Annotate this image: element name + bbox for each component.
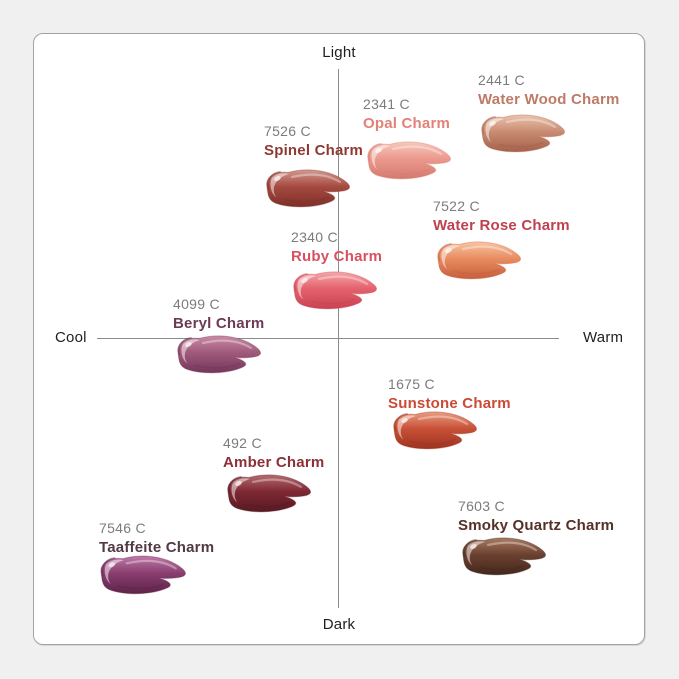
product-name: Amber Charm	[223, 454, 325, 471]
product-code: 2341 C	[363, 96, 410, 112]
lip-swatch-icon	[177, 335, 262, 374]
chart-card: Light Dark Cool Warm 2441 C Water Wood Ch…	[33, 33, 645, 645]
product-label: 2341 C Opal Charm	[363, 95, 450, 133]
lip-swatch-icon	[481, 114, 566, 153]
product-name: Sunstone Charm	[388, 395, 511, 412]
product-code: 492 C	[223, 435, 262, 451]
product-code: 7546 C	[99, 520, 146, 536]
lip-swatch-icon	[227, 474, 312, 513]
lip-swatch-icon	[462, 537, 547, 576]
product-label: 2340 C Ruby Charm	[291, 228, 382, 266]
product-code: 7526 C	[264, 123, 311, 139]
axis-label-dark: Dark	[322, 616, 356, 633]
axis-label-light: Light	[322, 44, 356, 61]
axis-label-cool: Cool	[55, 329, 87, 346]
product-name: Opal Charm	[363, 115, 451, 132]
product-name: Smoky Quartz Charm	[458, 517, 615, 534]
product-code: 4099 C	[173, 296, 220, 312]
product-code: 2441 C	[478, 72, 525, 88]
product-name: Spinel Charm	[264, 142, 364, 159]
product-name: Ruby Charm	[291, 248, 383, 265]
product-label: 7522 C Water Rose Charm	[433, 197, 570, 235]
product-label: 7546 C Taaffeite Charm	[99, 519, 214, 557]
axis-label-warm: Warm	[583, 329, 624, 346]
product-code: 7603 C	[458, 498, 505, 514]
lip-swatch-icon	[293, 271, 378, 310]
product-label: 7526 C Spinel Charm	[264, 122, 363, 160]
product-name: Water Wood Charm	[478, 91, 620, 108]
product-label: 1675 C Sunstone Charm	[388, 375, 511, 413]
product-name: Beryl Charm	[173, 315, 265, 332]
product-label: 492 C Amber Charm	[223, 434, 324, 472]
product-label: 7603 C Smoky Quartz Charm	[458, 497, 614, 535]
lip-swatch-icon	[266, 169, 351, 208]
product-code: 1675 C	[388, 376, 435, 392]
horizontal-axis-line	[97, 338, 559, 339]
product-label: 2441 C Water Wood Charm	[478, 71, 620, 109]
lip-swatch-icon	[367, 141, 452, 180]
lip-swatch-icon	[100, 555, 186, 595]
product-name: Taaffeite Charm	[99, 539, 215, 556]
product-name: Water Rose Charm	[433, 217, 570, 234]
lip-swatch-icon	[437, 241, 522, 280]
lip-swatch-icon	[393, 411, 478, 450]
product-code: 7522 C	[433, 198, 480, 214]
product-code: 2340 C	[291, 229, 338, 245]
product-label: 4099 C Beryl Charm	[173, 295, 264, 333]
